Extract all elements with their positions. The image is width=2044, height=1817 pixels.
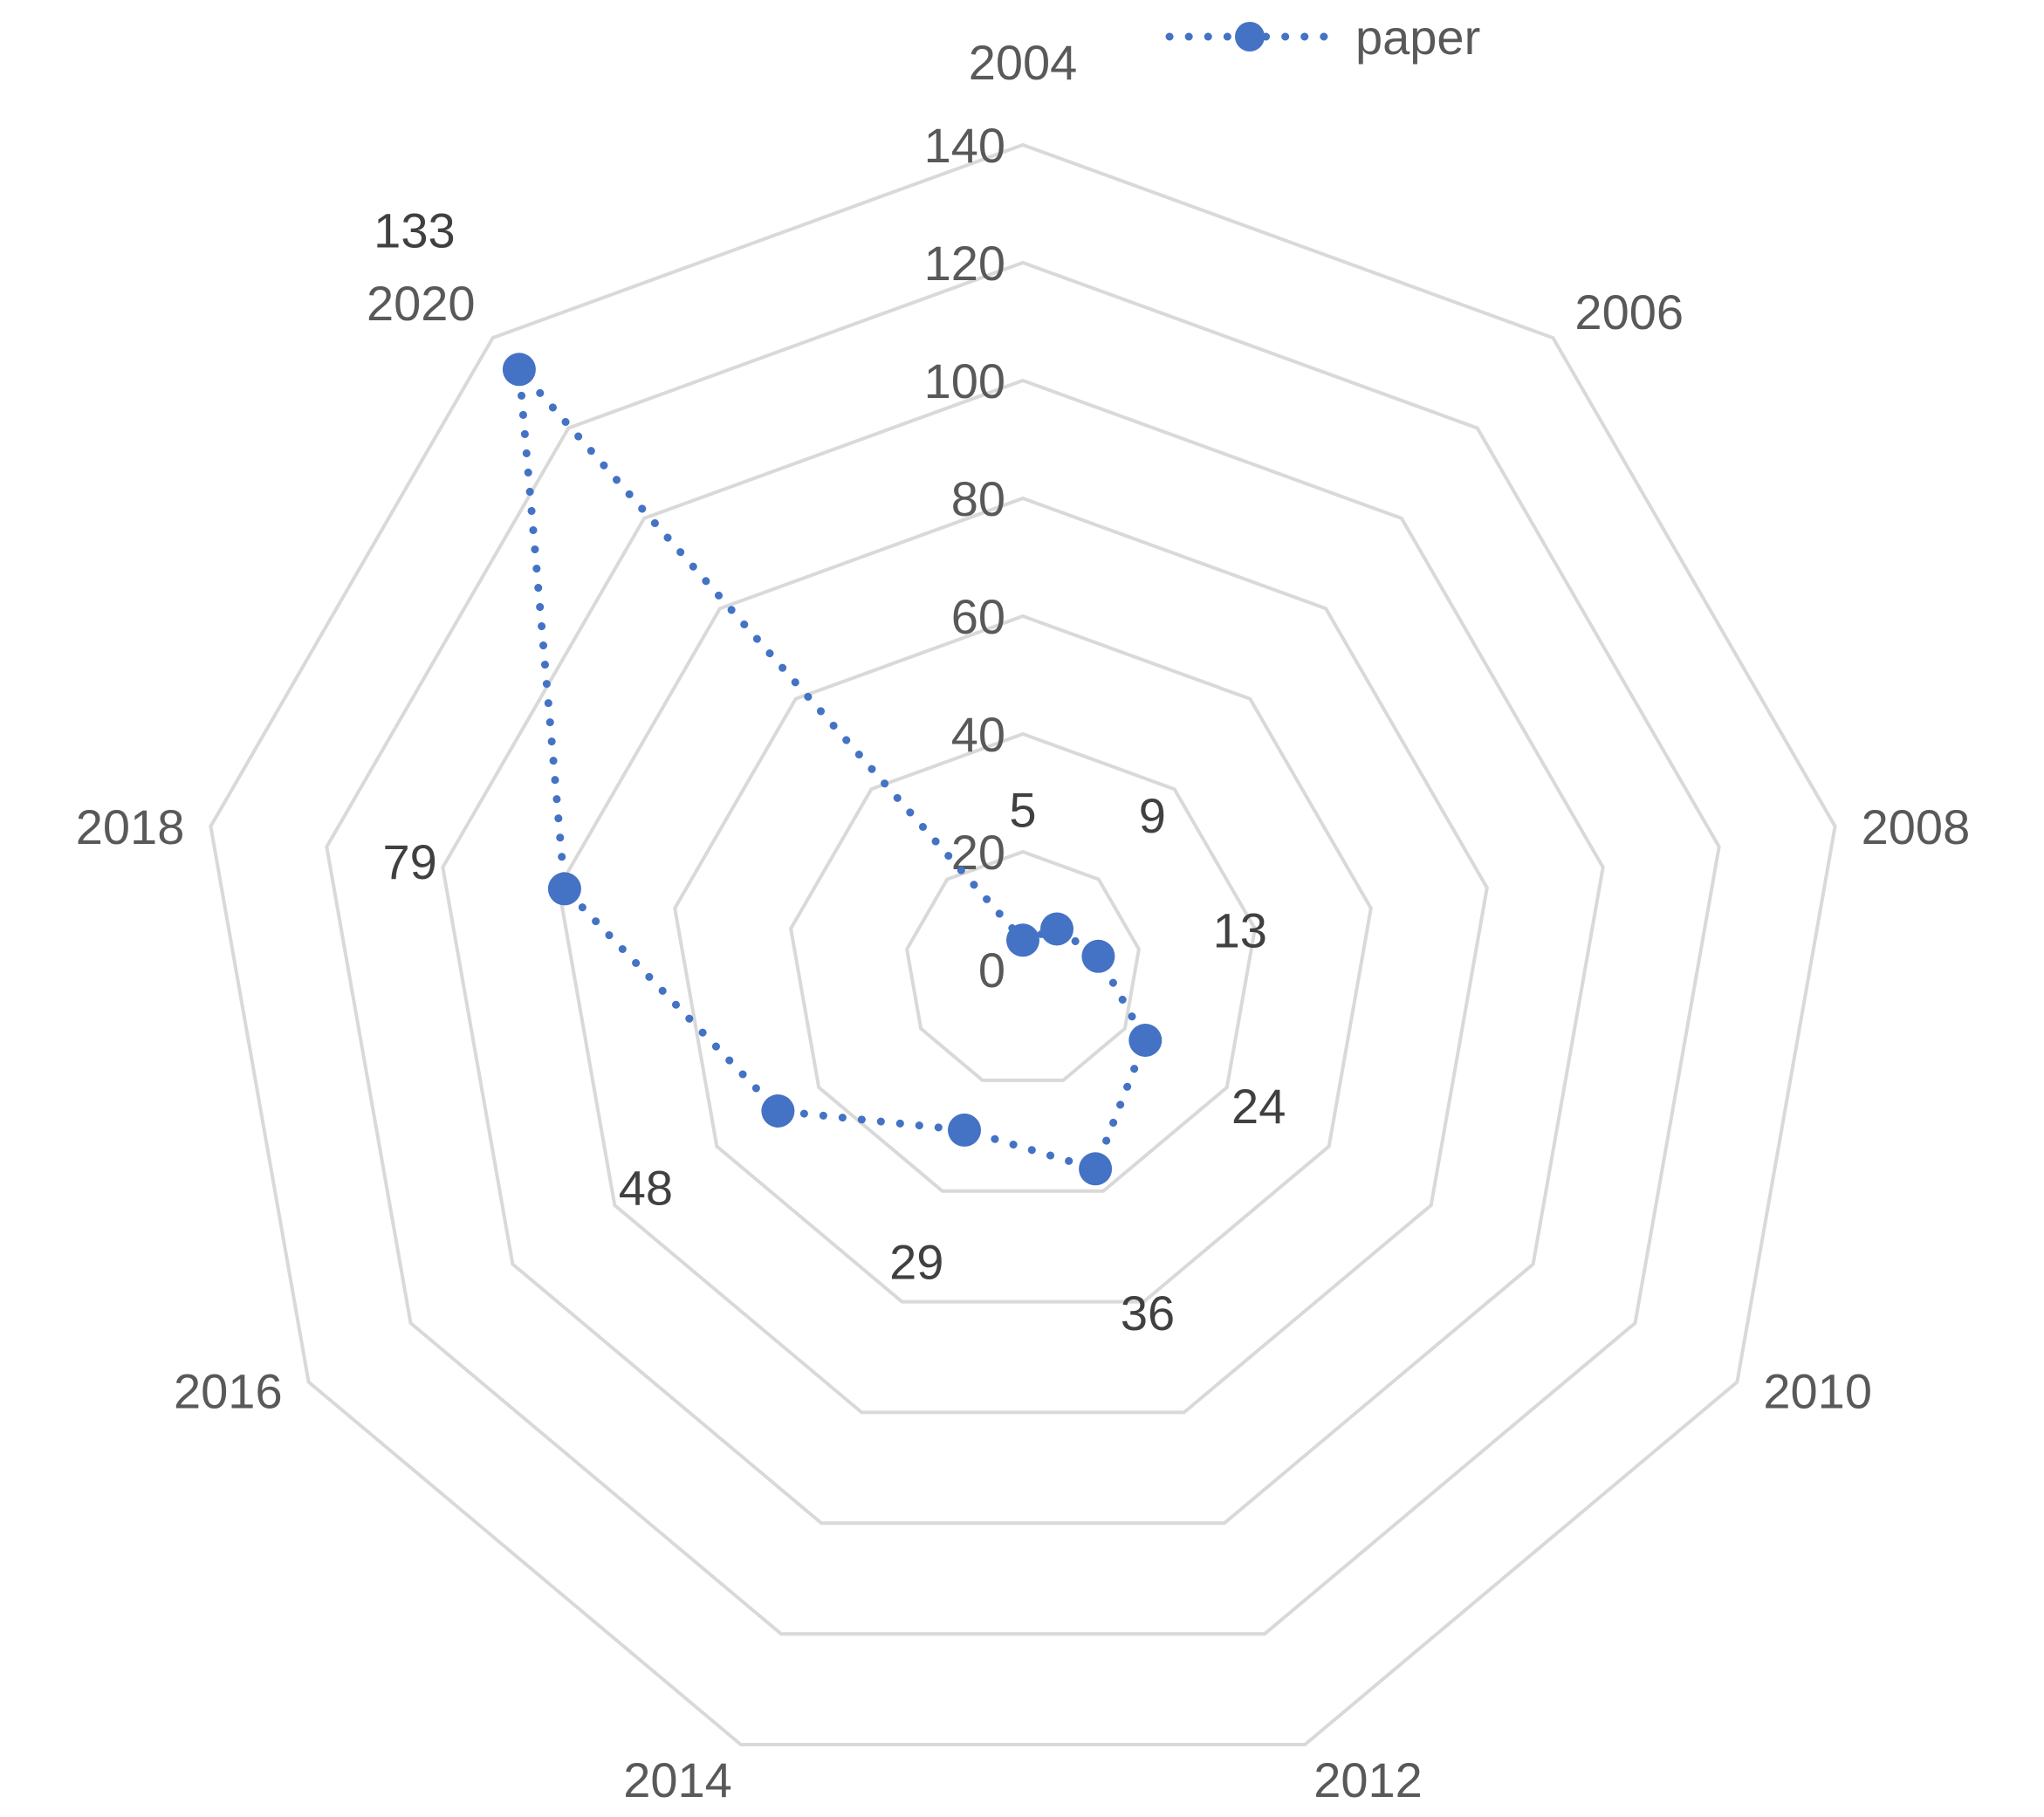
category-label-2016: 2016: [174, 1364, 283, 1419]
legend-marker: [1235, 22, 1265, 51]
data-label-2004: 5: [1009, 782, 1036, 837]
grid-ring-140: [209, 142, 1837, 1746]
series-layer: [502, 353, 1163, 1186]
category-label-2012: 2012: [1314, 1752, 1423, 1807]
category-label-2018: 2018: [76, 799, 185, 854]
radial-tick-label: 40: [951, 707, 1005, 762]
grid-ring-100: [441, 378, 1605, 1526]
data-point-2020: [502, 353, 536, 387]
data-point-2010: [1128, 1024, 1163, 1057]
data-label-2016: 48: [619, 1161, 673, 1216]
data-point-2018: [547, 872, 581, 906]
category-label-2010: 2010: [1763, 1364, 1872, 1419]
category-label-2006: 2006: [1574, 285, 1684, 339]
radial-tick-label: 140: [924, 118, 1005, 173]
data-labels: 5 9 13 24 36 29 48 79 133: [374, 202, 1286, 1340]
radial-tick-label: 100: [924, 353, 1005, 408]
category-label-2014: 2014: [623, 1752, 732, 1807]
legend-label-paper: paper: [1355, 10, 1480, 65]
series-line-paper: [514, 358, 1150, 1174]
data-point-2004: [1006, 923, 1039, 957]
grid-ring-60: [673, 614, 1373, 1304]
data-point-2016: [761, 1094, 795, 1128]
radial-tick-label: 80: [951, 471, 1005, 526]
data-label-2020: 133: [374, 202, 455, 257]
category-labels: 2004 2006 2008 2010 2012 2014 2016 2018 2020: [76, 35, 1970, 1807]
radial-tick-label: 0: [978, 943, 1005, 998]
data-label-2010: 24: [1231, 1079, 1286, 1134]
legend: paper: [1165, 10, 1480, 65]
radial-tick-label: 60: [951, 589, 1005, 644]
data-label-2006: 9: [1139, 788, 1166, 843]
data-point-2008: [1081, 939, 1115, 973]
data-point-2006: [1040, 912, 1073, 946]
category-label-2008: 2008: [1862, 799, 1971, 854]
grid-ring-40: [789, 731, 1257, 1193]
data-label-2008: 13: [1213, 902, 1267, 957]
data-point-2014: [948, 1113, 981, 1147]
category-label-2020: 2020: [367, 276, 476, 331]
grid-ring-80: [557, 496, 1489, 1415]
data-label-2012: 36: [1121, 1286, 1175, 1340]
data-label-2018: 79: [382, 834, 436, 889]
category-label-2004: 2004: [969, 35, 1078, 90]
grid-layer: [209, 142, 1837, 1746]
radial-tick-label: 120: [924, 236, 1005, 291]
data-label-2014: 29: [889, 1234, 943, 1289]
grid-ring-20: [905, 849, 1141, 1082]
data-point-2012: [1079, 1152, 1113, 1186]
grid-ring-120: [325, 260, 1721, 1636]
